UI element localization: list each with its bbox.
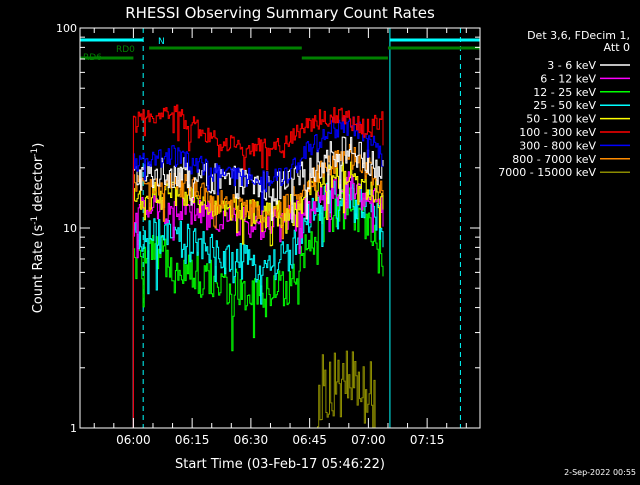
legend-label-1: 3 - 6 keV xyxy=(547,59,596,72)
legend-label-2: 6 - 12 keV xyxy=(540,72,596,85)
y-axis-label-end: ) xyxy=(31,143,46,148)
y-axis-label: Count Rate (s-1 detector-1) xyxy=(30,143,46,314)
y-axis-label-sup2: -1 xyxy=(30,148,40,157)
legend-label-8: 800 - 7000 keV xyxy=(512,153,596,166)
flag-label-rd6: RD6 xyxy=(83,53,102,63)
legend-label-3: 12 - 25 keV xyxy=(533,86,596,99)
x-tick-label-2: 06:15 xyxy=(175,433,210,447)
legend-label-4: 25 - 50 keV xyxy=(533,99,596,112)
series-line-9 xyxy=(317,350,376,429)
legend-header-2: Att 0 xyxy=(604,41,630,54)
y-tick-label-3: 100 xyxy=(56,22,77,35)
flag-rd0: RD0 xyxy=(116,45,480,55)
x-tick-label-1: 06:00 xyxy=(116,433,151,447)
series-line-6 xyxy=(132,104,384,428)
legend-label-5: 50 - 100 keV xyxy=(526,113,596,126)
series-line-1 xyxy=(132,136,384,428)
data-layer: N RD0 RD6 xyxy=(79,28,480,429)
legend-header-1: Det 3,6, FDecim 1, xyxy=(527,29,630,42)
y-axis-label-mid: detector xyxy=(31,156,46,216)
x-tick-label-3: 06:30 xyxy=(234,433,269,447)
series-line-2 xyxy=(132,171,384,428)
y-axis-label-sup1: -1 xyxy=(30,216,40,225)
flag-label-rd0: RD0 xyxy=(116,45,135,55)
x-tick-label-5: 07:00 xyxy=(351,433,386,447)
legend-label-6: 100 - 300 keV xyxy=(519,126,596,139)
x-tick-label-4: 06:45 xyxy=(292,433,327,447)
flag-rd6: RD6 xyxy=(80,53,388,63)
x-tick-label-6: 07:15 xyxy=(410,433,445,447)
legend-label-9: 7000 - 15000 keV xyxy=(498,166,596,179)
legend-label-7: 300 - 800 keV xyxy=(519,139,596,152)
chart-title: RHESSI Observing Summary Count Rates xyxy=(125,4,435,22)
y-tick-label-1: 1 xyxy=(70,422,77,435)
y-tick-label-2: 10 xyxy=(63,222,77,235)
series-line-7 xyxy=(132,116,384,428)
flag-n: N xyxy=(80,37,480,47)
y-axis-label-main: Count Rate (s xyxy=(31,225,46,314)
footer-date: 2-Sep-2022 00:55 xyxy=(564,468,636,477)
x-axis-label: Start Time (03-Feb-17 05:46:22) xyxy=(175,457,385,472)
axes-layer: 1 10 100 06:00 06:15 06:30 06:45 07:00 07:15 xyxy=(56,22,480,447)
flag-label-n: N xyxy=(158,37,165,47)
series-line-3 xyxy=(132,187,384,428)
